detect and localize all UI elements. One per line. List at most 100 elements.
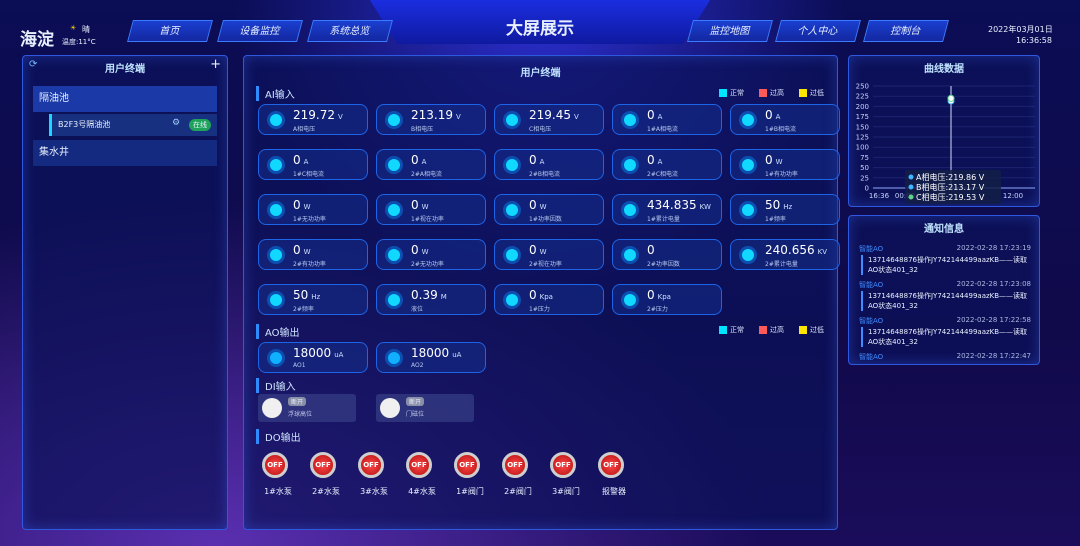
off-button[interactable]: OFF bbox=[454, 452, 480, 478]
legend-swatch bbox=[719, 326, 727, 334]
nav-item[interactable]: 系统总览 bbox=[307, 20, 393, 42]
panel-title: 曲线数据 bbox=[924, 64, 964, 75]
card-label: 2#无功功率 bbox=[411, 261, 444, 268]
page-title: 大屏展示 bbox=[506, 19, 574, 39]
nav-item[interactable]: 个人中心 bbox=[775, 20, 861, 42]
card-icon bbox=[621, 201, 639, 219]
nav-item[interactable]: 监控地图 bbox=[687, 20, 773, 42]
unit: V bbox=[456, 113, 461, 121]
data-card: 0 W 2#视在功率 bbox=[494, 239, 604, 270]
location: 海淀 bbox=[20, 30, 54, 50]
refresh-icon[interactable]: ⟳ bbox=[29, 59, 38, 70]
di-card: 断开 门磁位 bbox=[376, 394, 474, 422]
card-label: AO2 bbox=[411, 362, 424, 369]
card-label: 1#无功功率 bbox=[293, 216, 326, 223]
value: 0 bbox=[765, 108, 773, 122]
value: 0 bbox=[765, 153, 773, 167]
button-label: 报警器 bbox=[602, 487, 626, 496]
button-label: 2#水泵 bbox=[312, 487, 340, 496]
legend-label: 正常 bbox=[730, 326, 744, 334]
off-button[interactable]: OFF bbox=[358, 452, 384, 478]
card-label: 2#功率因数 bbox=[647, 261, 680, 268]
off-button[interactable]: OFF bbox=[310, 452, 336, 478]
value: 0 bbox=[647, 108, 655, 122]
card-label: 1#视在功率 bbox=[411, 216, 444, 223]
card-label: 2#有功功率 bbox=[293, 261, 326, 268]
x-tick-label: 16:36 bbox=[869, 192, 890, 200]
settings-icon[interactable]: ⚙ bbox=[172, 118, 181, 128]
value: 0 bbox=[647, 243, 655, 257]
unit: W bbox=[421, 203, 429, 211]
unit: Hz bbox=[783, 203, 793, 211]
data-card: 0 Kpa 2#压力 bbox=[612, 284, 722, 315]
unit: KW bbox=[699, 203, 711, 211]
off-button[interactable]: OFF bbox=[598, 452, 624, 478]
section-title: DI输入 bbox=[256, 378, 296, 393]
nav-item[interactable]: 设备监控 bbox=[217, 20, 303, 42]
value: 0.39 bbox=[411, 288, 438, 302]
card-label: 1#A相电流 bbox=[647, 126, 678, 133]
date: 2022年03月01日 bbox=[988, 25, 1053, 34]
nav-item[interactable]: 控制台 bbox=[863, 20, 949, 42]
section-title: DO输出 bbox=[256, 429, 301, 444]
panel-title: 用户终端 bbox=[520, 68, 561, 79]
data-card: 0 2#功率因数 bbox=[612, 239, 722, 270]
card-label: 1#累计电量 bbox=[647, 216, 680, 223]
card-icon bbox=[385, 156, 403, 174]
notice-source: 智能AO bbox=[859, 281, 884, 289]
tooltip-box bbox=[905, 170, 1001, 204]
data-point bbox=[947, 94, 955, 102]
tree-node[interactable]: 隔油池 bbox=[33, 86, 217, 112]
data-card: 0 W 1#无功功率 bbox=[258, 194, 368, 225]
value: 219.45 bbox=[529, 108, 571, 122]
data-card: 0.39 M 液位 bbox=[376, 284, 486, 315]
notice-text: 13714648876操作JY742144499aazKB——读取AO状态401… bbox=[861, 327, 1031, 347]
tree-node[interactable]: 集水井 bbox=[33, 140, 217, 166]
tooltip-label: C相电压:219.53 V bbox=[916, 192, 985, 202]
card-icon bbox=[385, 291, 403, 309]
unit: Kpa bbox=[539, 293, 553, 301]
unit: A bbox=[303, 158, 309, 166]
unit: Kpa bbox=[657, 293, 671, 301]
value: 219.72 bbox=[293, 108, 335, 122]
button-label: 2#阀门 bbox=[504, 487, 532, 496]
tree-child[interactable]: B2F3号隔油池 ⚙ 在线 bbox=[49, 114, 217, 136]
value: 213.19 bbox=[411, 108, 453, 122]
unit: W bbox=[539, 203, 547, 211]
data-card: 18000 uA AO2 bbox=[376, 342, 486, 373]
off-button[interactable]: OFF bbox=[262, 452, 288, 478]
unit: W bbox=[775, 158, 783, 166]
card-label: AO1 bbox=[293, 362, 306, 369]
tooltip-dot bbox=[908, 184, 914, 190]
legend-swatch bbox=[799, 326, 807, 334]
y-tick-label: 150 bbox=[856, 123, 869, 131]
off-button[interactable]: OFF bbox=[406, 452, 432, 478]
notice-time: 2022-02-28 17:23:08 bbox=[956, 280, 1031, 288]
notice-text: 13714648876操作JY742144499aazKB——读取AO状态401… bbox=[861, 291, 1031, 311]
card-value: 0 bbox=[647, 243, 655, 257]
sun-icon: ☀ bbox=[70, 24, 77, 32]
card-icon bbox=[385, 246, 403, 264]
y-tick-label: 25 bbox=[860, 174, 869, 182]
card-label: 1#功率因数 bbox=[529, 216, 562, 223]
card-label: 液位 bbox=[411, 306, 424, 313]
y-tick-label: 75 bbox=[860, 154, 869, 162]
card-label: 2#A相电流 bbox=[411, 171, 442, 178]
add-icon[interactable]: + bbox=[210, 57, 221, 72]
off-button[interactable]: OFF bbox=[502, 452, 528, 478]
value: 434.835 bbox=[647, 198, 697, 212]
y-tick-label: 50 bbox=[860, 164, 869, 172]
off-button[interactable]: OFF bbox=[550, 452, 576, 478]
value: 0 bbox=[647, 153, 655, 167]
nav-item[interactable]: 首页 bbox=[127, 20, 213, 42]
legend-item: 正常 bbox=[719, 88, 744, 98]
unit: A bbox=[657, 113, 663, 121]
tree-child-label: B2F3号隔油池 bbox=[58, 120, 111, 129]
y-tick-label: 225 bbox=[856, 93, 869, 101]
